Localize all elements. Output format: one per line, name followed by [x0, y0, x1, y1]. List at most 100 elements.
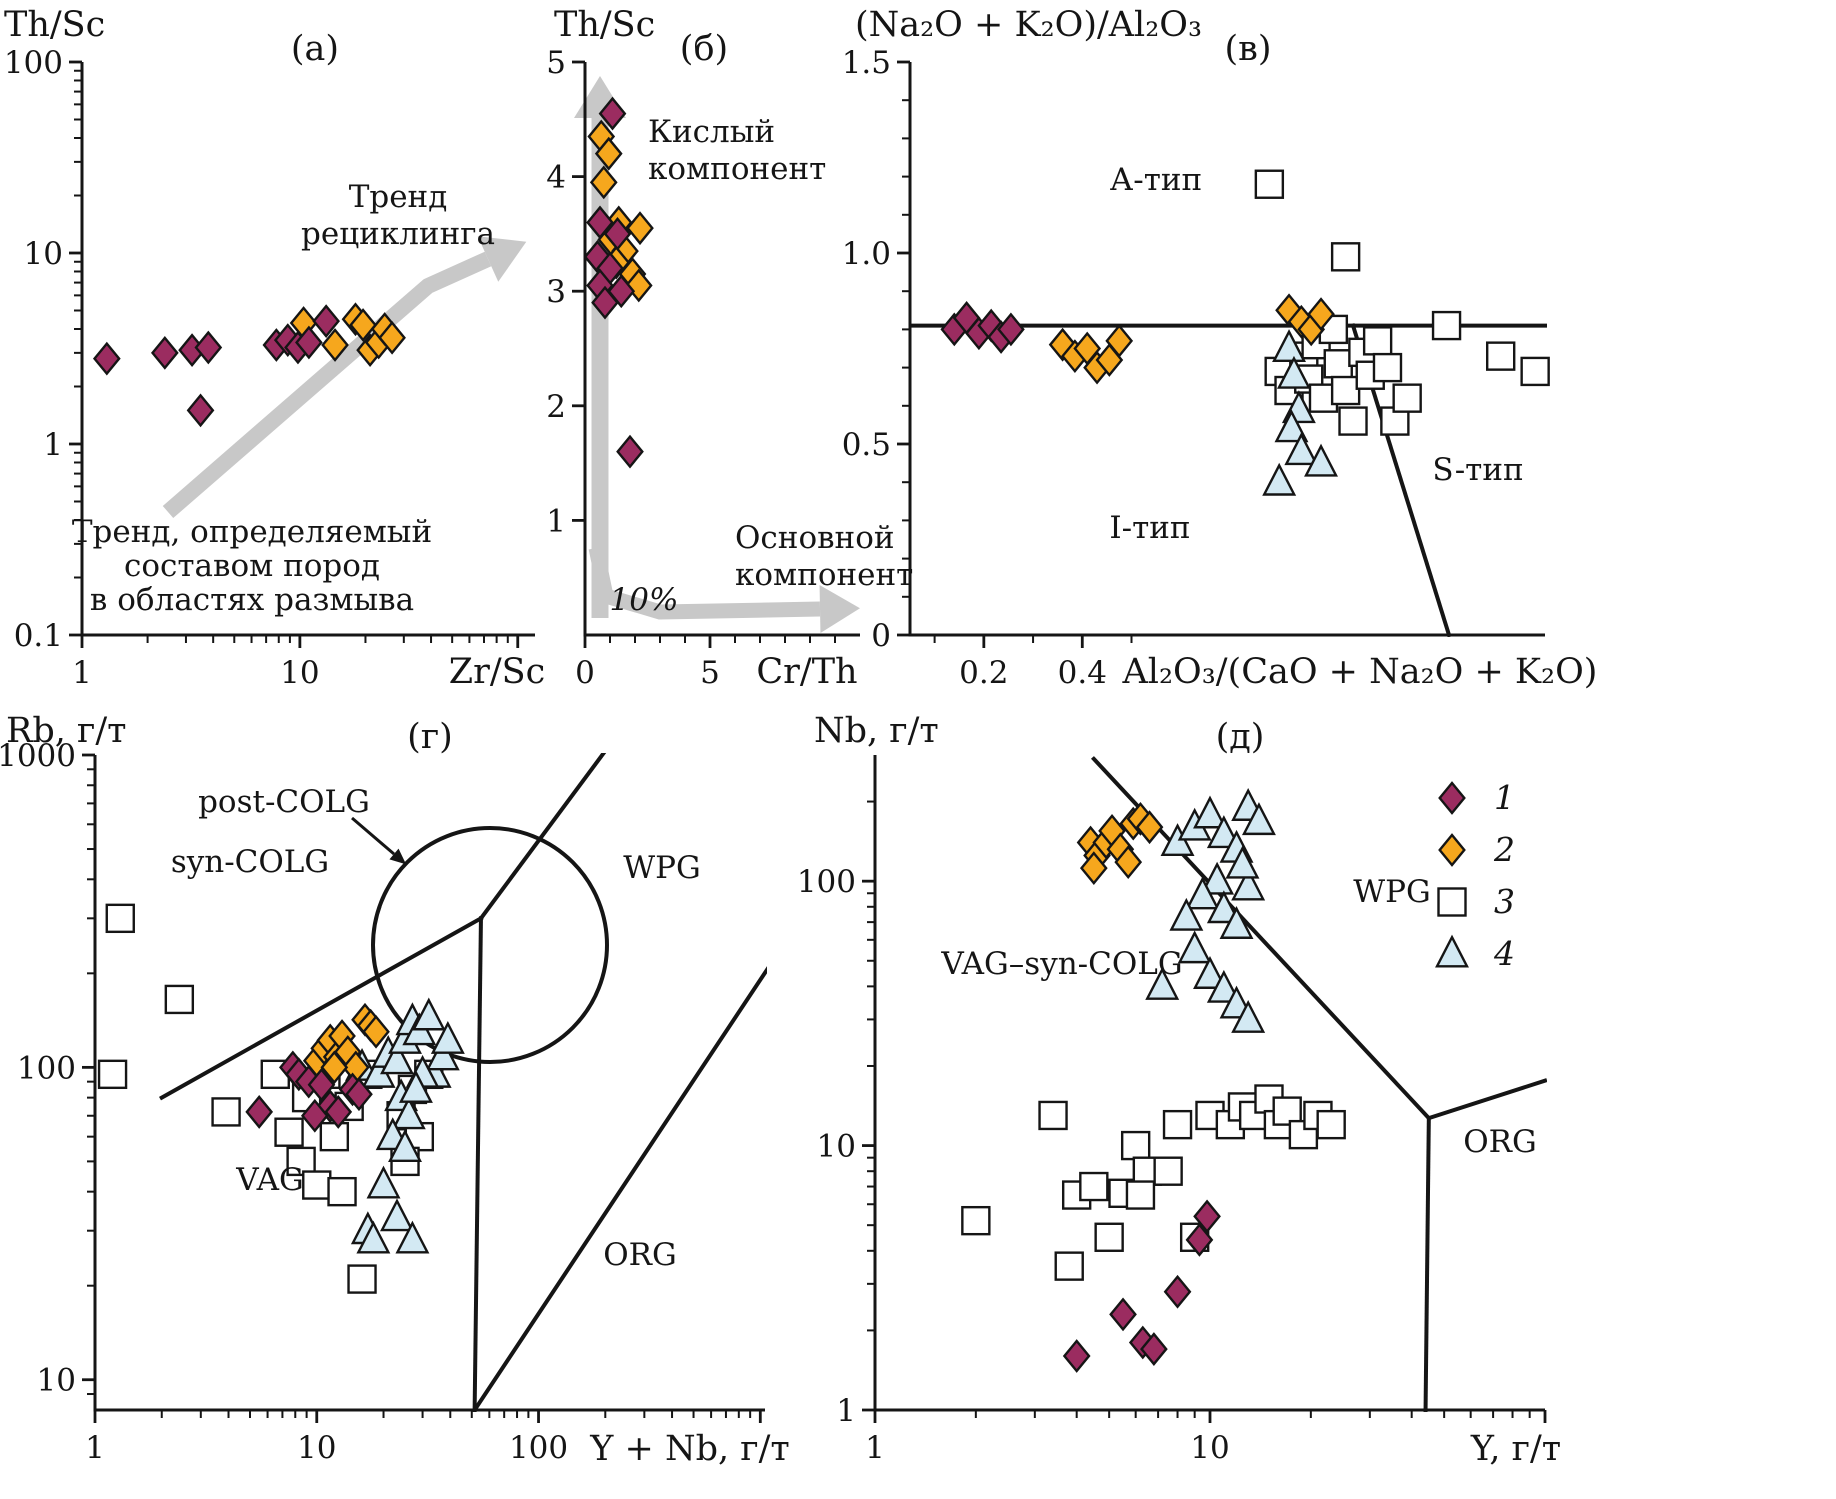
panel-d-series-1 [1062, 1199, 1221, 1373]
tick-label: 100 [509, 1430, 568, 1466]
data-point-triangle [425, 1037, 460, 1071]
tick-label: 1 [85, 1430, 105, 1466]
tick-label: 1 [836, 1393, 856, 1429]
annotation: post-COLG [198, 784, 370, 820]
data-point-diamond [1163, 1274, 1192, 1309]
data-point-square [1362, 326, 1393, 356]
data-point-diamond [324, 1095, 353, 1129]
panel-c-series-3 [1254, 169, 1550, 436]
panel-g-series-1 [245, 1050, 373, 1133]
data-point-triangle [391, 1096, 426, 1130]
data-point-triangle [366, 1165, 401, 1199]
data-point-triangle [1276, 355, 1311, 389]
legend-label: 4 [1493, 934, 1515, 973]
data-point-square [1079, 1171, 1109, 1202]
tick-label: 0.4 [1058, 655, 1107, 691]
panel-a-series-1 [92, 304, 340, 428]
data-point-triangle [1185, 876, 1220, 910]
data-point-triangle [1206, 890, 1241, 924]
data-point-diamond [1438, 833, 1466, 867]
annotation: ORG [603, 1237, 677, 1273]
panel-a-trend-arrows [162, 236, 527, 519]
tick-label: 1 [546, 503, 566, 539]
data-point-triangle [1177, 930, 1212, 964]
annotation: I-тип [1109, 510, 1190, 546]
tick-label: 10 [24, 236, 63, 272]
tick-label: 3 [546, 274, 566, 310]
data-point-diamond [1062, 1339, 1091, 1373]
data-point-diamond [607, 274, 636, 309]
tick-label: 5 [700, 655, 720, 691]
tick-label: 100 [4, 45, 63, 81]
panel-d-series-2 [1076, 801, 1164, 886]
data-point-square [1330, 242, 1361, 272]
data-point-square [347, 1264, 377, 1294]
annotation: VAG–syn-COLG [940, 946, 1182, 982]
data-point-square [1094, 1222, 1124, 1252]
data-point-diamond [1185, 1222, 1214, 1257]
panel-d-series-4 [1145, 788, 1276, 1033]
data-point-triangle [1219, 906, 1254, 939]
data-point-diamond [626, 211, 654, 246]
panel-title: (в) [1224, 29, 1271, 69]
data-point-diamond [362, 1014, 390, 1049]
data-point-diamond [586, 205, 614, 240]
data-point-square [1323, 349, 1353, 379]
panel-d-legend: 1 2 3 4 [1435, 778, 1515, 973]
panel-title: (а) [291, 29, 339, 69]
arrow-head-icon [477, 236, 527, 282]
tick-label: 100 [797, 864, 856, 900]
data-point-diamond [1109, 1297, 1137, 1332]
panel-title: (д) [1216, 717, 1265, 757]
data-point-square [327, 1176, 357, 1207]
panel-d-series-3 [961, 1084, 1346, 1281]
legend-label: 2 [1493, 830, 1515, 869]
data-point-triangle [1145, 966, 1180, 1000]
annotation: WPG [623, 850, 701, 886]
tick-label: 10 [280, 655, 319, 691]
tick-label: 100 [17, 1050, 76, 1086]
data-point-diamond [616, 434, 644, 469]
panel-a-th-sc-vs-zr-sc: 1 10 0.1 1 10 100 Тренд рециклинга Тренд, опреде… [0, 0, 552, 700]
data-point-triangle [1262, 462, 1297, 496]
panel-c-alkali-alumina-diagram: 0.2 0.4 0 0.5 1.0 1.5 А-тип I-тип S-тип (в) Al₂O₃/… [800, 0, 1836, 700]
data-point-square [164, 984, 195, 1015]
data-point-diamond [92, 341, 121, 376]
data-point-square [1120, 1130, 1151, 1161]
data-point-diamond [321, 328, 349, 362]
panel-b-series-1 [583, 96, 644, 469]
panel-c-chart: 0.2 0.4 0 0.5 1.0 1.5 А-тип I-тип S-тип (в) Al₂O₃/… [842, 5, 1598, 692]
data-point-square [1254, 169, 1285, 199]
data-point-diamond [1193, 1199, 1221, 1234]
data-point-square [1330, 375, 1361, 406]
panel-b-th-sc-vs-cr-th: 0 5 1 2 3 4 5 Кислый компонент Основной компонент 1… [546, 0, 913, 700]
annotation: VAG [235, 1162, 303, 1198]
data-point-square [961, 1205, 991, 1236]
data-point-diamond [1135, 810, 1164, 845]
tick-label: 2 [546, 389, 566, 425]
data-point-diamond [997, 312, 1025, 347]
y-axis-title: (Na₂O + K₂O)/Al₂O₃ [855, 5, 1202, 45]
data-point-triangle [380, 1041, 414, 1075]
tick-label: 1 [865, 1430, 885, 1466]
data-point-diamond [345, 1077, 373, 1112]
panel-d-field-boundaries [1090, 756, 1547, 1412]
tick-label: 5 [546, 45, 566, 81]
data-point-triangle [1231, 867, 1266, 901]
data-point-triangle [380, 1198, 414, 1232]
data-point-diamond [245, 1095, 274, 1129]
panel-g-field-boundaries [159, 753, 767, 1412]
data-point-triangle [1200, 861, 1235, 895]
tick-label: 1000 [0, 738, 76, 774]
panel-d-axes: 1 10 1 10 100 [797, 755, 1547, 1466]
panel-title: (г) [407, 717, 453, 757]
panel-a-series-2 [289, 302, 406, 368]
panel-d-chart: 1 10 1 10 100 VAG–syn-COLG WPG ORG (д) Y, г/т Nb, … [797, 711, 1561, 1469]
panel-c-axes: 0.2 0.4 0 0.5 1.0 1.5 [842, 45, 1545, 691]
data-point-diamond [594, 136, 623, 171]
data-point-square [1153, 1156, 1183, 1186]
data-point-square [1431, 310, 1462, 341]
data-point-diamond [194, 330, 223, 365]
panel-b-axes: 0 5 1 2 3 4 5 [546, 45, 860, 691]
